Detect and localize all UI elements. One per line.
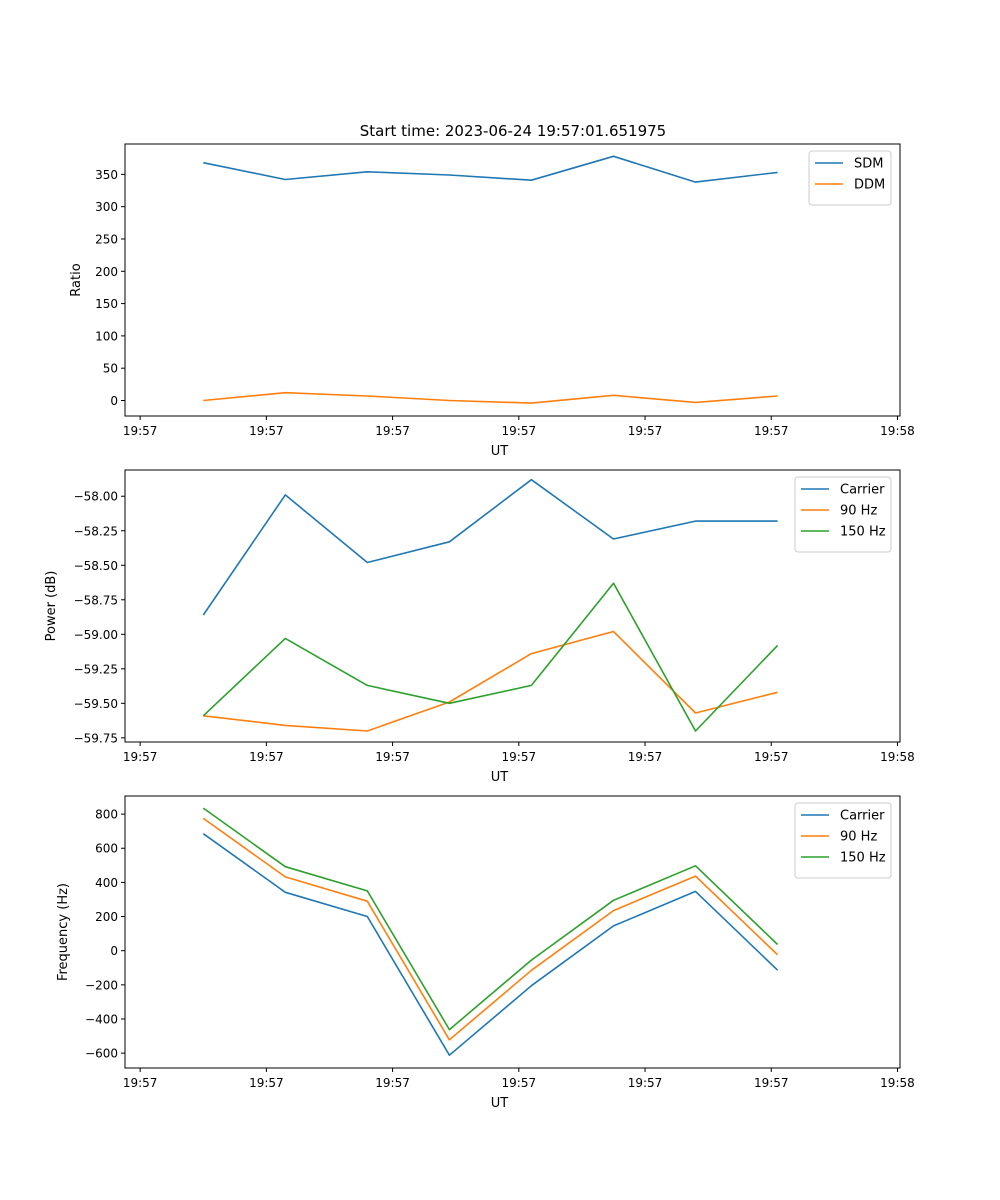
ratio-x-tick-label: 19:58 bbox=[880, 424, 915, 438]
ratio-legend-label: SDM bbox=[854, 157, 883, 172]
ratio-x-tick-label: 19:57 bbox=[375, 424, 410, 438]
frequency-x-tick-label: 19:57 bbox=[628, 1076, 663, 1090]
power-x-tick-label: 19:58 bbox=[880, 750, 915, 764]
ratio-y-tick-label: 0 bbox=[110, 394, 118, 408]
ratio-y-tick-label: 250 bbox=[95, 232, 118, 246]
ratio-legend-label: DDM bbox=[854, 178, 885, 193]
ratio-x-axis-label: UT bbox=[491, 444, 509, 459]
power-legend-label: 150 Hz bbox=[840, 525, 886, 540]
frequency-legend-box bbox=[794, 802, 892, 879]
ratio-series-sdm-line bbox=[203, 155, 778, 183]
frequency-y-tick-label: 600 bbox=[95, 842, 118, 856]
figure-title: Start time: 2023-06-24 19:57:01.651975 bbox=[360, 122, 666, 140]
ratio-y-tick-label: 300 bbox=[95, 200, 118, 214]
frequency-y-tick-label: −200 bbox=[85, 978, 118, 992]
ratio-x-tick-label: 19:57 bbox=[502, 424, 537, 438]
power-legend-label: Carrier bbox=[840, 483, 885, 498]
power-y-tick-label: −59.25 bbox=[74, 662, 118, 676]
frequency-legend: Carrier 90 Hz 150 Hz bbox=[794, 802, 892, 879]
power-y-tick-label: −58.50 bbox=[74, 559, 118, 573]
ratio-legend-box bbox=[808, 150, 892, 206]
power-y-tick-label: −59.00 bbox=[74, 628, 118, 642]
frequency-x-tick-label: 19:57 bbox=[502, 1076, 537, 1090]
ratio-y-tick-label: 350 bbox=[95, 168, 118, 182]
frequency-x-tick-label: 19:57 bbox=[123, 1076, 158, 1090]
power-x-tick-label: 19:57 bbox=[249, 750, 284, 764]
chart-panels: 19:57 19:57 19:57 19:57 19:57 19:57 19:58 0 50 10… bbox=[44, 143, 915, 1111]
frequency-y-tick-label: 400 bbox=[95, 876, 118, 890]
frequency-legend-label: 150 Hz bbox=[840, 851, 886, 866]
power-y-tick-label: −58.25 bbox=[74, 524, 118, 538]
ratio-x-tick-label: 19:57 bbox=[123, 424, 158, 438]
power-axes-frame bbox=[124, 469, 901, 743]
ratio-x-tick-label: 19:57 bbox=[754, 424, 789, 438]
frequency-y-tick-label: −400 bbox=[85, 1012, 118, 1026]
power-x-tick-label: 19:57 bbox=[375, 750, 410, 764]
power-x-tick-label: 19:57 bbox=[754, 750, 789, 764]
ratio-x-tick-label: 19:57 bbox=[249, 424, 284, 438]
power-legend: Carrier 90 Hz 150 Hz bbox=[794, 476, 892, 553]
power-legend-label: 90 Hz bbox=[840, 504, 877, 519]
power-y-tick-label: −59.50 bbox=[74, 697, 118, 711]
power-x-tick-label: 19:57 bbox=[502, 750, 537, 764]
frequency-y-tick-label: −600 bbox=[85, 1047, 118, 1061]
frequency-legend-label: 90 Hz bbox=[840, 830, 877, 845]
frequency-x-tick-label: 19:58 bbox=[880, 1076, 915, 1090]
power-series-150-hz-line bbox=[202, 582, 779, 732]
ratio-y-tick-label: 100 bbox=[95, 329, 118, 343]
power-x-tick-label: 19:57 bbox=[628, 750, 663, 764]
ratio-y-tick-label: 50 bbox=[103, 362, 118, 376]
ratio-y-tick-label: 200 bbox=[95, 265, 118, 279]
ratio-x-tick-label: 19:57 bbox=[628, 424, 663, 438]
power-series-90-hz-line bbox=[203, 630, 778, 732]
frequency-x-tick-label: 19:57 bbox=[375, 1076, 410, 1090]
frequency-y-tick-label: 200 bbox=[95, 910, 118, 924]
frequency-series-carrier-line bbox=[202, 833, 779, 1056]
frequency-axes-frame bbox=[124, 795, 901, 1069]
frequency-y-tick-label: 0 bbox=[110, 944, 118, 958]
power-y-tick-label: −58.00 bbox=[74, 490, 118, 504]
frequency-panel: 19:57 19:57 19:57 19:57 19:57 19:57 19:58 800 60… bbox=[56, 795, 915, 1111]
power-x-tick-label: 19:57 bbox=[123, 750, 158, 764]
frequency-x-axis-label: UT bbox=[491, 1096, 509, 1111]
frequency-series-150-hz-line bbox=[202, 807, 779, 1031]
power-y-tick-label: −58.75 bbox=[74, 593, 118, 607]
frequency-legend-label: Carrier bbox=[840, 809, 885, 824]
ratio-axes-frame bbox=[124, 143, 901, 417]
ratio-legend: SDM DDM bbox=[808, 150, 892, 206]
ratio-y-tick-label: 150 bbox=[95, 297, 118, 311]
power-y-axis-label: Power (dB) bbox=[44, 571, 59, 642]
power-legend-box bbox=[794, 476, 892, 553]
ratio-y-axis-label: Ratio bbox=[69, 263, 84, 296]
ratio-panel: 19:57 19:57 19:57 19:57 19:57 19:57 19:58 0 50 10… bbox=[69, 143, 915, 459]
frequency-series-90-hz-line bbox=[202, 817, 779, 1041]
frequency-x-tick-label: 19:57 bbox=[754, 1076, 789, 1090]
ratio-series-ddm-line bbox=[203, 391, 778, 404]
power-y-tick-label: −59.75 bbox=[74, 731, 118, 745]
frequency-x-tick-label: 19:57 bbox=[249, 1076, 284, 1090]
power-panel: 19:57 19:57 19:57 19:57 19:57 19:57 19:58 −58.0… bbox=[44, 469, 915, 785]
frequency-y-axis-label: Frequency (Hz) bbox=[56, 883, 71, 981]
frequency-y-tick-label: 800 bbox=[95, 808, 118, 822]
power-series-carrier-line bbox=[202, 478, 778, 616]
power-x-axis-label: UT bbox=[491, 770, 509, 785]
